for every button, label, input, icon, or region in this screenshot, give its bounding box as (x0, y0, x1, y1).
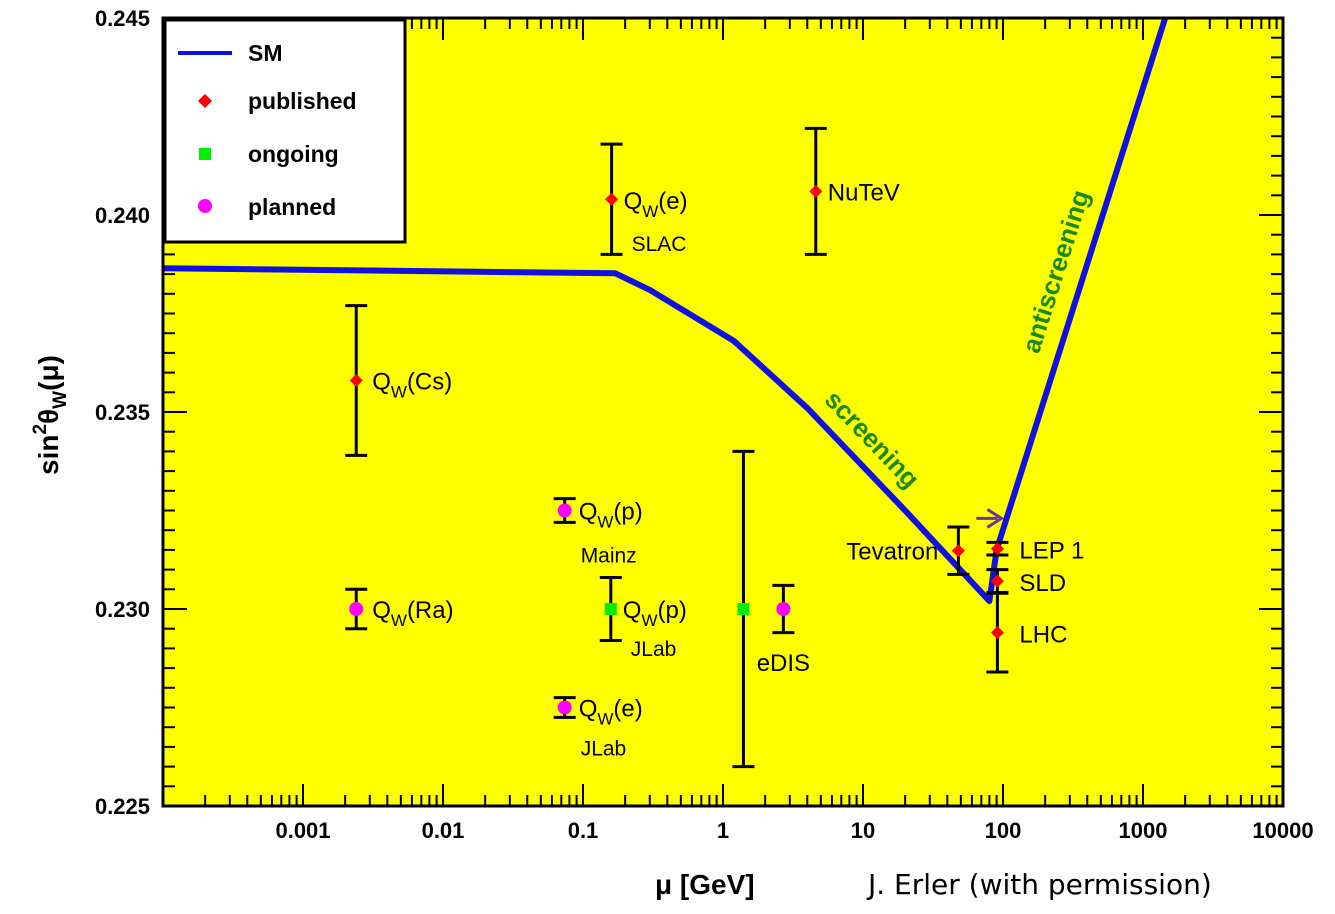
legend: SM published ongoing planned (165, 20, 405, 242)
x-tick-label: 1000 (1119, 818, 1168, 843)
x-tick-label: 1 (717, 818, 729, 843)
x-tick-label: 100 (985, 818, 1022, 843)
planned-marker (558, 504, 572, 518)
point-sublabel: eDIS (757, 650, 810, 677)
x-tick-label: 0.1 (568, 818, 599, 843)
legend-published-label: published (248, 88, 357, 114)
x-tick-label: 10000 (1252, 818, 1313, 843)
point-sublabel: JLab (581, 738, 627, 761)
x-tick-label: 10 (851, 818, 875, 843)
point-label: Tevatron (846, 539, 938, 566)
point-label: LEP 1 (1019, 538, 1084, 565)
x-tick-label: 0.001 (275, 818, 330, 843)
point-sublabel: JLab (631, 638, 677, 661)
y-tick-label: 0.235 (95, 400, 150, 425)
legend-square-icon (199, 148, 211, 160)
legend-circle-icon (198, 199, 212, 213)
y-tick-label: 0.230 (95, 597, 150, 622)
y-tick-label: 0.225 (95, 794, 150, 819)
legend-sm-label: SM (248, 40, 283, 66)
point-sublabel: SLAC (632, 233, 687, 256)
x-tick-label: 0.01 (422, 818, 465, 843)
ongoing-marker (737, 603, 749, 615)
planned-marker (558, 701, 572, 715)
point-label: LHC (1019, 622, 1067, 649)
point-label: NuTeV (828, 179, 900, 206)
ongoing-marker (605, 603, 617, 615)
legend-ongoing-label: ongoing (248, 141, 339, 167)
y-tick-label: 0.245 (95, 6, 150, 31)
point-label: SLD (1019, 570, 1066, 597)
x-axis-title: μ [GeV] (655, 869, 755, 900)
legend-planned-label: planned (248, 194, 336, 220)
point-sublabel: Mainz (581, 545, 637, 568)
planned-marker (349, 602, 363, 616)
planned-marker (776, 602, 790, 616)
y-axis-title: sin2θW(μ) (30, 355, 71, 475)
y-tick-label: 0.240 (95, 203, 150, 228)
credit-text: J. Erler (with permission) (866, 868, 1212, 901)
